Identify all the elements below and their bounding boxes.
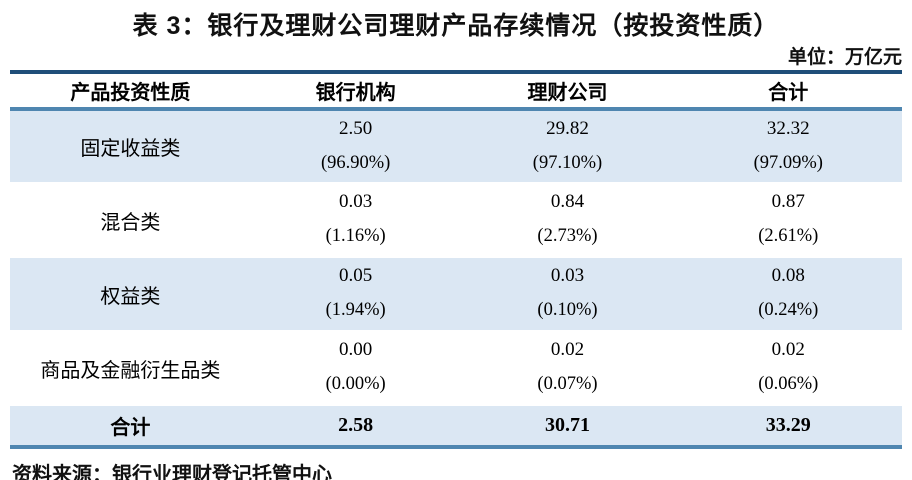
page-title: 表 3：银行及理财公司理财产品存续情况（按投资性质） xyxy=(132,12,780,40)
column-header-wm-company: 理财公司 xyxy=(460,72,675,111)
column-header-bank: 银行机构 xyxy=(250,72,461,111)
wealth-product-table: 产品投资性质 银行机构 理财公司 合计 固定收益类 2.50 (96.90%) … xyxy=(10,70,902,449)
cell-value: 0.84 xyxy=(550,191,585,212)
total-value-sum: 33.29 xyxy=(765,414,811,436)
cell-value: 0.03 xyxy=(550,265,585,286)
table-row-equity: 权益类 0.05 (1.94%) 0.03 (0.10%) 0.08 (0.24… xyxy=(10,256,902,331)
table-row-commodity-derivatives: 商品及金融衍生品类 0.00 (0.00%) 0.02 (0.07%) 0.02… xyxy=(10,330,902,405)
cell-value: 2.50 xyxy=(339,117,373,139)
row-label: 商品及金融衍生品类 xyxy=(40,359,221,382)
cell-percent: (0.07%) xyxy=(537,374,598,394)
cell-percent: (1.16%) xyxy=(325,226,386,246)
cell-value: 0.08 xyxy=(771,265,805,286)
table-row-total: 合计 2.58 30.71 33.29 xyxy=(10,404,902,447)
cell-value: 0.02 xyxy=(771,339,805,360)
row-label: 权益类 xyxy=(100,285,161,308)
cell-percent: (0.06%) xyxy=(758,374,819,394)
unit-label: 单位：万亿元 xyxy=(787,47,902,68)
cell-percent: (0.24%) xyxy=(758,300,819,320)
cell-value: 0.00 xyxy=(339,339,373,360)
cell-value: 0.87 xyxy=(771,191,805,212)
cell-value: 0.03 xyxy=(339,191,373,212)
data-source-note: 资料来源：银行业理财登记托管中心 xyxy=(12,464,332,480)
cell-percent: (97.09%) xyxy=(753,152,823,173)
column-header-product-nature: 产品投资性质 xyxy=(10,72,251,111)
cell-percent: (96.90%) xyxy=(320,152,391,173)
total-value-wm-company: 30.71 xyxy=(544,414,590,436)
cell-value: 0.05 xyxy=(339,265,373,286)
row-label: 混合类 xyxy=(100,211,161,234)
total-label: 合计 xyxy=(110,417,151,439)
cell-percent: (0.00%) xyxy=(325,374,386,394)
cell-value: 32.32 xyxy=(766,117,810,139)
cell-percent: (2.61%) xyxy=(758,226,819,246)
table-row-mixed: 混合类 0.03 (1.16%) 0.84 (2.73%) 0.87 (2.61… xyxy=(10,182,902,257)
cell-percent: (1.94%) xyxy=(325,300,386,320)
cell-percent: (0.10%) xyxy=(537,300,598,320)
cell-percent: (2.73%) xyxy=(537,226,598,246)
table-header-row: 产品投资性质 银行机构 理财公司 合计 xyxy=(10,72,902,111)
total-value-bank: 2.58 xyxy=(338,414,374,436)
row-label: 固定收益类 xyxy=(80,138,181,160)
cell-percent: (97.10%) xyxy=(532,152,603,173)
column-header-total: 合计 xyxy=(674,72,902,111)
cell-value: 0.02 xyxy=(550,339,585,360)
cell-value: 29.82 xyxy=(546,117,589,139)
table-row-fixed-income: 固定收益类 2.50 (96.90%) 29.82 (97.10%) 32.32… xyxy=(10,109,902,183)
